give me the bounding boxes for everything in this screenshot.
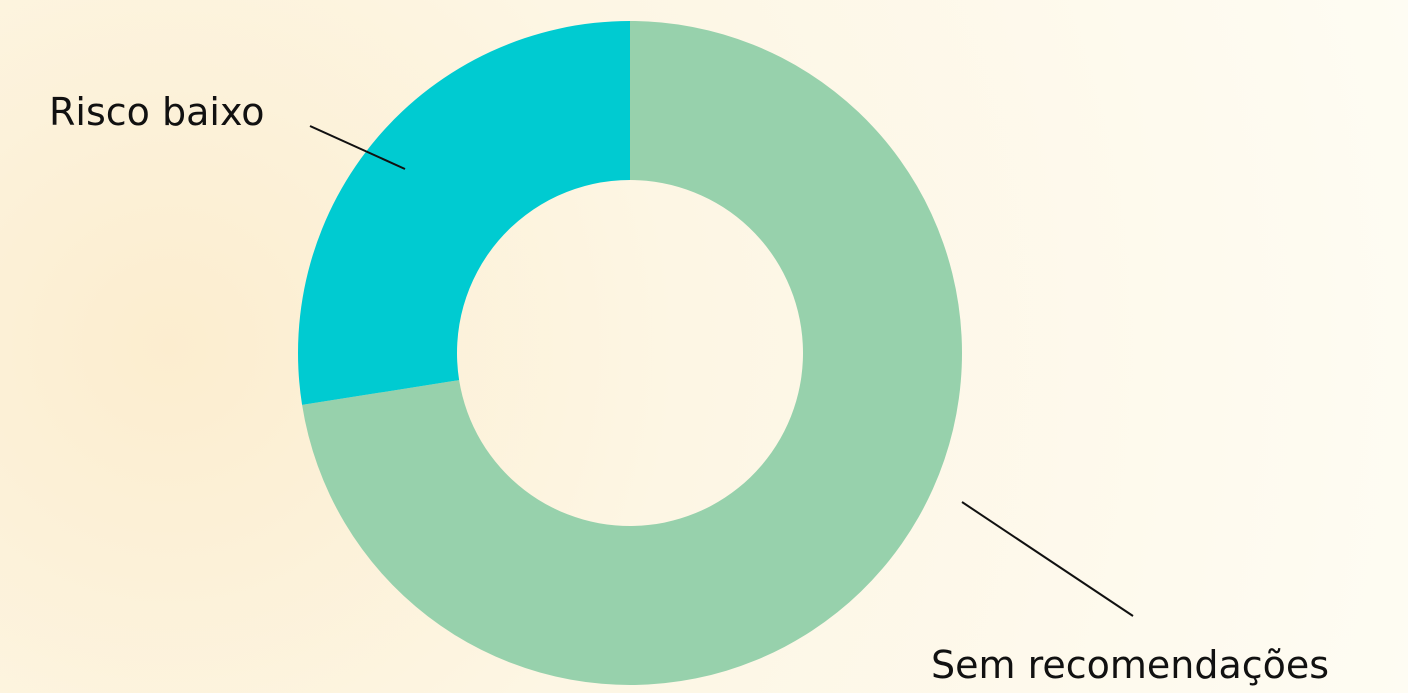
slice-risco-baixo bbox=[298, 21, 630, 405]
slice-label-risco-baixo: Risco baixo bbox=[49, 90, 265, 134]
slice-sem-recomendacoes bbox=[302, 21, 962, 686]
leader-line-risco-baixo bbox=[309, 125, 406, 170]
donut-slices bbox=[298, 21, 962, 686]
leader-line-sem-recomendacoes bbox=[961, 501, 1134, 617]
slice-label-sem-recomendacoes: Sem recomendações bbox=[931, 643, 1329, 687]
